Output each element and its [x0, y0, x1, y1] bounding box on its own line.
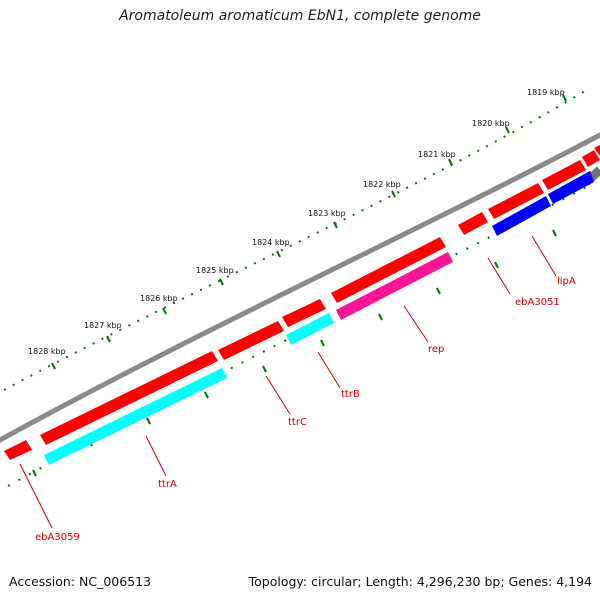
tick-label-1819: 1819 kbp [527, 88, 565, 97]
tick-label-1825: 1825 kbp [196, 266, 234, 275]
cds-feature-ttrA[interactable] [44, 368, 227, 465]
map-title: Aromatoleum aromaticum EbN1, complete ge… [119, 8, 481, 24]
tick-label-1828: 1828 kbp [28, 347, 66, 356]
cds-feature-lipA[interactable] [492, 196, 551, 236]
tick-label-1826: 1826 kbp [140, 294, 178, 303]
accession-text: Accession: NC_006513 [9, 574, 152, 589]
forward-strand-features [4, 145, 600, 460]
tick-label-1821: 1821 kbp [418, 150, 456, 159]
tick-label-1820: 1820 kbp [472, 119, 510, 128]
tick-label-1827: 1827 kbp [84, 321, 122, 330]
tick-label-1822: 1822 kbp [363, 180, 401, 189]
gene-feature-ebA3047[interactable] [542, 160, 586, 190]
gene-label-ttrA[interactable]: ttrA [158, 479, 177, 490]
major-ticks [51, 94, 567, 370]
gene-feature-ebA3049[interactable] [488, 183, 544, 219]
inner-major-ticks [32, 229, 557, 477]
cds-feature-lipA-next[interactable] [548, 171, 594, 204]
genome-backbone [0, 132, 600, 443]
cds-feature-ttrB[interactable] [286, 313, 334, 345]
gene-feature-ttrA[interactable] [40, 351, 218, 445]
tick-label-1824: 1824 kbp [252, 238, 290, 247]
gene-feature-rep[interactable] [331, 237, 446, 303]
gene-label-rep[interactable]: rep [428, 344, 444, 355]
gene-feature-ebA3043[interactable] [594, 145, 600, 156]
gene-feature-ttrB[interactable] [282, 299, 326, 327]
gene-label-ebA3059[interactable]: ebA3059 [35, 532, 80, 543]
gene-label-ttrB[interactable]: ttrB [341, 389, 360, 400]
genome-summary-text: Topology: circular; Length: 4,296,230 bp… [248, 574, 592, 589]
gene-label-ebA3051[interactable]: ebA3051 [515, 297, 560, 308]
label-leaders [19, 235, 557, 529]
cds-feature-rep[interactable] [336, 252, 453, 320]
gene-feature-ebA3045[interactable] [582, 150, 600, 167]
outer-ruler [3, 87, 591, 391]
gene-feature-ebA3051[interactable] [458, 212, 488, 235]
gene-label-lipA[interactable]: lipA [557, 276, 576, 287]
gene-feature-ebA3059[interactable] [4, 440, 32, 460]
gene-feature-ttrC[interactable] [218, 321, 284, 360]
gene-label-ttrC[interactable]: ttrC [288, 417, 307, 428]
tick-label-1823: 1823 kbp [308, 209, 346, 218]
